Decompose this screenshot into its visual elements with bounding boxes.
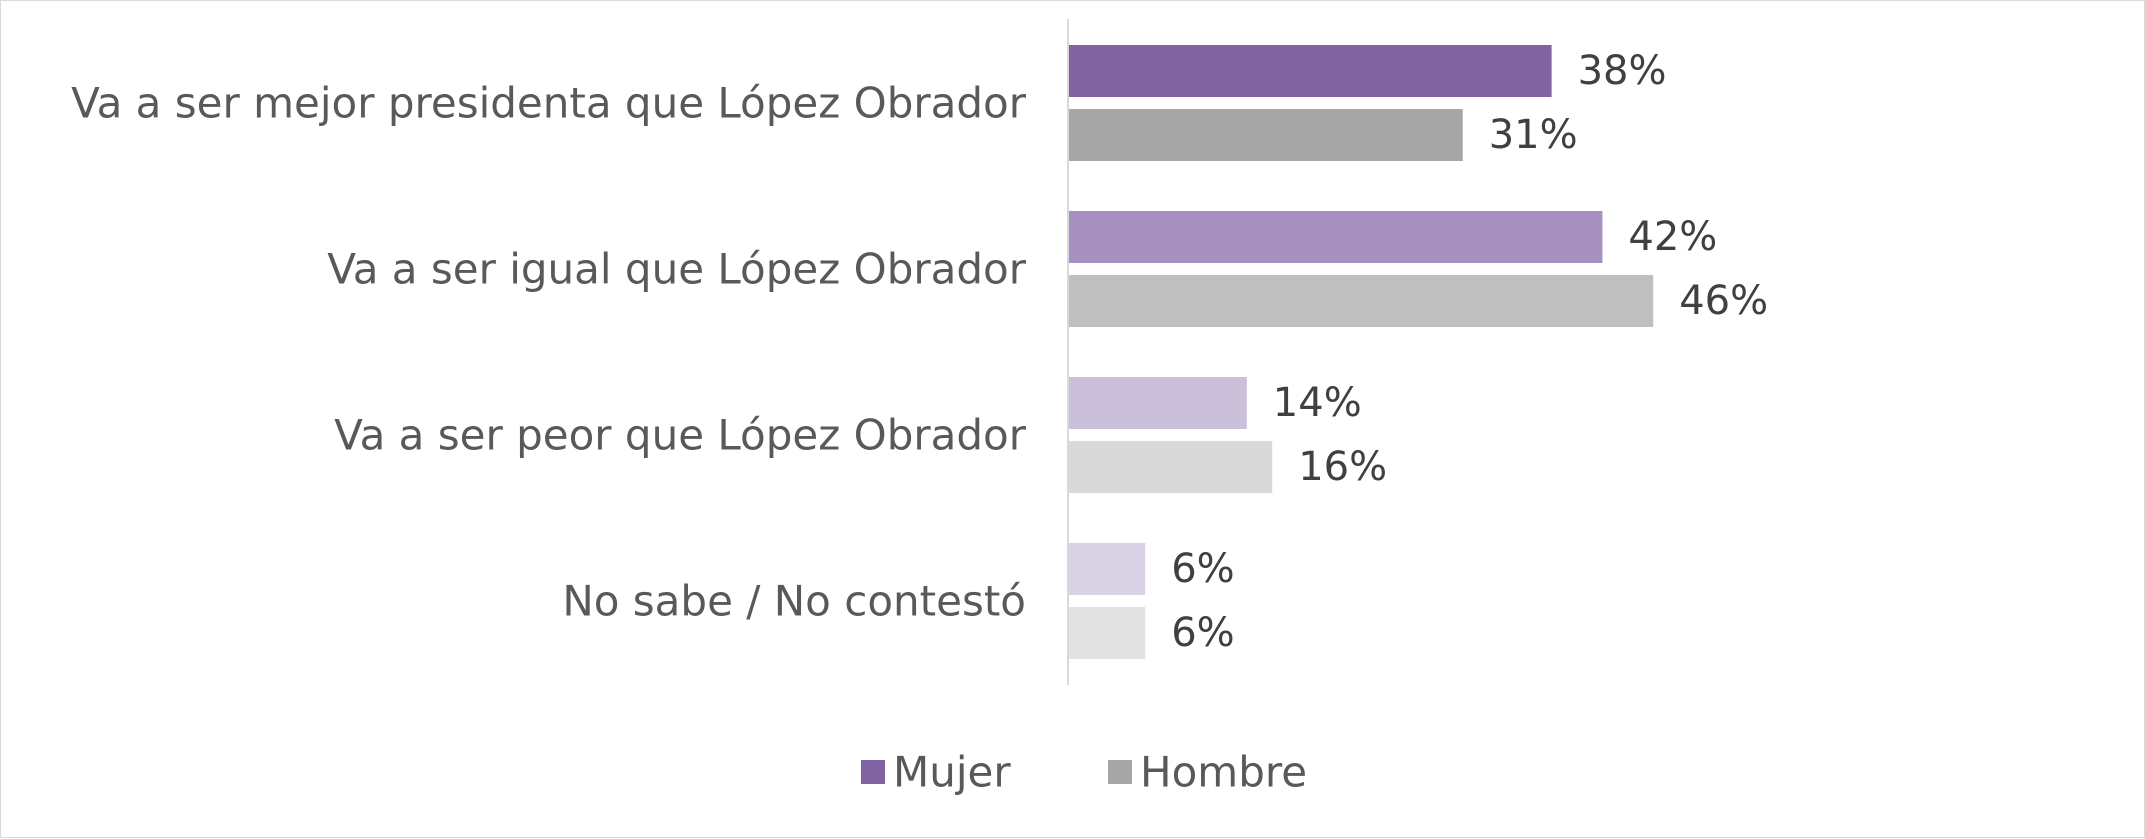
- bar-hombre-4: [1069, 607, 1146, 659]
- data-label: 6%: [1171, 546, 1234, 592]
- bar-hombre-1: [1069, 109, 1463, 161]
- data-label: 46%: [1679, 278, 1768, 324]
- category-label: Va a ser mejor presidenta que López Obra…: [71, 79, 1027, 128]
- data-label: 16%: [1298, 444, 1387, 490]
- legend-label-hombre: Hombre: [1140, 748, 1307, 797]
- data-label: 42%: [1628, 214, 1717, 260]
- legend-swatch-mujer: [861, 760, 885, 784]
- category-label: Va a ser igual que López Obrador: [327, 245, 1026, 294]
- category-label: Va a ser peor que López Obrador: [334, 411, 1027, 460]
- data-label: 14%: [1273, 380, 1362, 426]
- bar-hombre-3: [1069, 441, 1273, 493]
- bar-hombre-2: [1069, 275, 1654, 327]
- bar-mujer-2: [1069, 211, 1603, 263]
- data-label: 6%: [1171, 610, 1234, 656]
- bar-mujer-3: [1069, 377, 1247, 429]
- category-label: No sabe / No contestó: [562, 577, 1026, 626]
- bar-mujer-4: [1069, 543, 1146, 595]
- data-label: 38%: [1578, 48, 1667, 94]
- bar-mujer-1: [1069, 45, 1552, 97]
- data-label: 31%: [1489, 112, 1578, 158]
- legend-label-mujer: Mujer: [893, 748, 1011, 797]
- legend-swatch-hombre: [1108, 760, 1132, 784]
